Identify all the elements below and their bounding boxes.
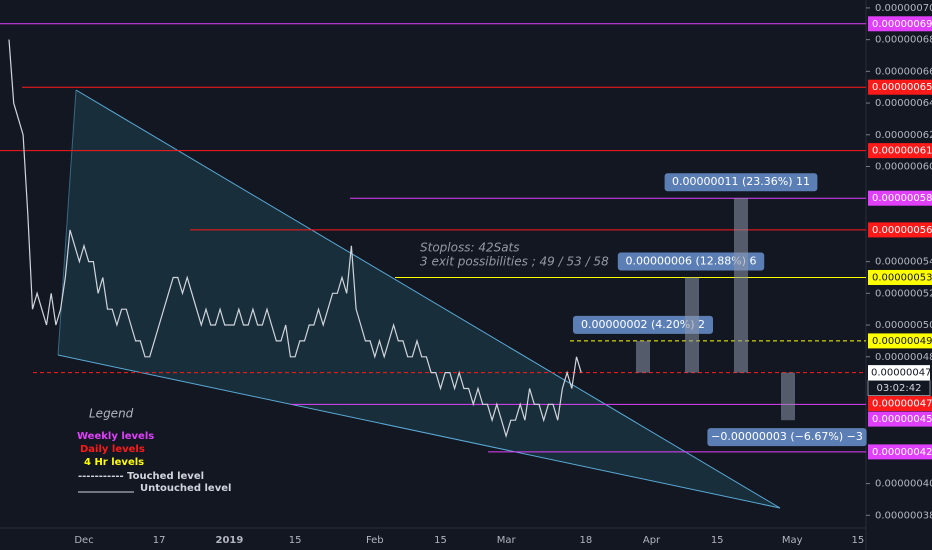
level-box [868, 79, 932, 95]
legend-entry: Daily levels [80, 444, 145, 455]
price-label: 0.00000047 [871, 368, 931, 379]
measure-bar [781, 372, 795, 421]
y-tick-label: 0.00000066 [875, 66, 932, 77]
annotation: 3 exit possibilities ; 49 / 53 / 58 [420, 255, 609, 269]
measure-label-box [573, 315, 713, 334]
triangle-edge [57, 354, 781, 509]
level-label: 0.00000061 [872, 146, 932, 157]
triangle-fill [58, 90, 780, 508]
level-box [868, 396, 932, 412]
y-tick-label: 0.00000048 [875, 352, 932, 363]
level-label: 0.00000056 [872, 225, 932, 236]
level-box [868, 333, 932, 349]
level-box [868, 411, 932, 427]
x-tick-label: Apr [643, 535, 661, 546]
measure-bar [636, 340, 650, 373]
legend-entry: ----------- Touched level [78, 471, 204, 482]
level-label: 0.00000053 [872, 272, 932, 283]
measure-label-box [617, 252, 765, 271]
measure-label: −0.00000003 (−6.67%) −3 [711, 430, 863, 443]
level-box [868, 222, 932, 238]
level-label: 0.00000069 [872, 19, 932, 30]
y-tick-label: 0.00000060 [875, 161, 932, 172]
legend-entry: 4 Hr levels [84, 457, 144, 468]
level-box [868, 143, 932, 159]
y-tick-label: 0.00000062 [875, 130, 932, 141]
countdown-label: 03:02:42 [877, 383, 922, 394]
x-tick-label: 15 [434, 535, 447, 546]
level-box [868, 190, 932, 206]
x-tick-label: 15 [852, 535, 865, 546]
level-label: 0.00000065 [872, 82, 932, 93]
triangle-edge [75, 89, 781, 509]
level-label: 0.00000047 [872, 399, 932, 410]
level-label: 0.00000045 [872, 414, 932, 425]
legend-entry: Untouched level [140, 483, 231, 494]
y-tick-label: 0.00000070 [875, 3, 932, 14]
measure-label: 0.00000006 (12.88%) 6 [625, 254, 756, 267]
level-label: 0.00000042 [872, 447, 932, 458]
level-box [868, 269, 932, 285]
price-box [868, 365, 930, 381]
y-tick-label: 0.00000052 [875, 288, 932, 299]
x-tick-label: Mar [497, 535, 517, 546]
annotation: Stoploss: 42Sats [420, 241, 520, 255]
triangle-edge [57, 89, 77, 356]
y-tick-label: 0.00000050 [875, 320, 932, 331]
measure-label-box [664, 173, 818, 192]
x-tick-label: Feb [366, 535, 384, 546]
x-tick-label: 15 [289, 535, 302, 546]
legend-entry: Weekly levels [77, 431, 154, 442]
countdown-box [867, 380, 931, 396]
y-tick-label: 0.00000064 [875, 98, 932, 109]
y-tick-label: 0.00000038 [875, 510, 932, 521]
measure-bar [734, 198, 748, 373]
x-tick-label: 2019 [216, 535, 244, 546]
x-tick-label: 15 [711, 535, 724, 546]
y-tick-label: 0.00000054 [875, 257, 932, 268]
legend-title: Legend [89, 407, 134, 421]
x-tick-label: May [782, 535, 803, 546]
y-tick-label: 0.00000068 [875, 35, 932, 46]
x-tick-label: Dec [74, 535, 93, 546]
level-label: 0.00000049 [872, 336, 932, 347]
measure-label-box [707, 428, 867, 447]
measure-bar [685, 277, 699, 373]
x-tick-label: 18 [580, 535, 593, 546]
x-tick-label: 17 [153, 535, 166, 546]
y-tick-label: 0.00000040 [875, 479, 932, 490]
level-label: 0.00000058 [872, 193, 932, 204]
price-line [8, 39, 582, 439]
level-box [868, 16, 932, 32]
level-box [868, 444, 932, 460]
measure-label: 0.00000011 (23.36%) 11 [672, 175, 810, 188]
measure-label: 0.00000002 (4.20%) 2 [581, 318, 705, 331]
